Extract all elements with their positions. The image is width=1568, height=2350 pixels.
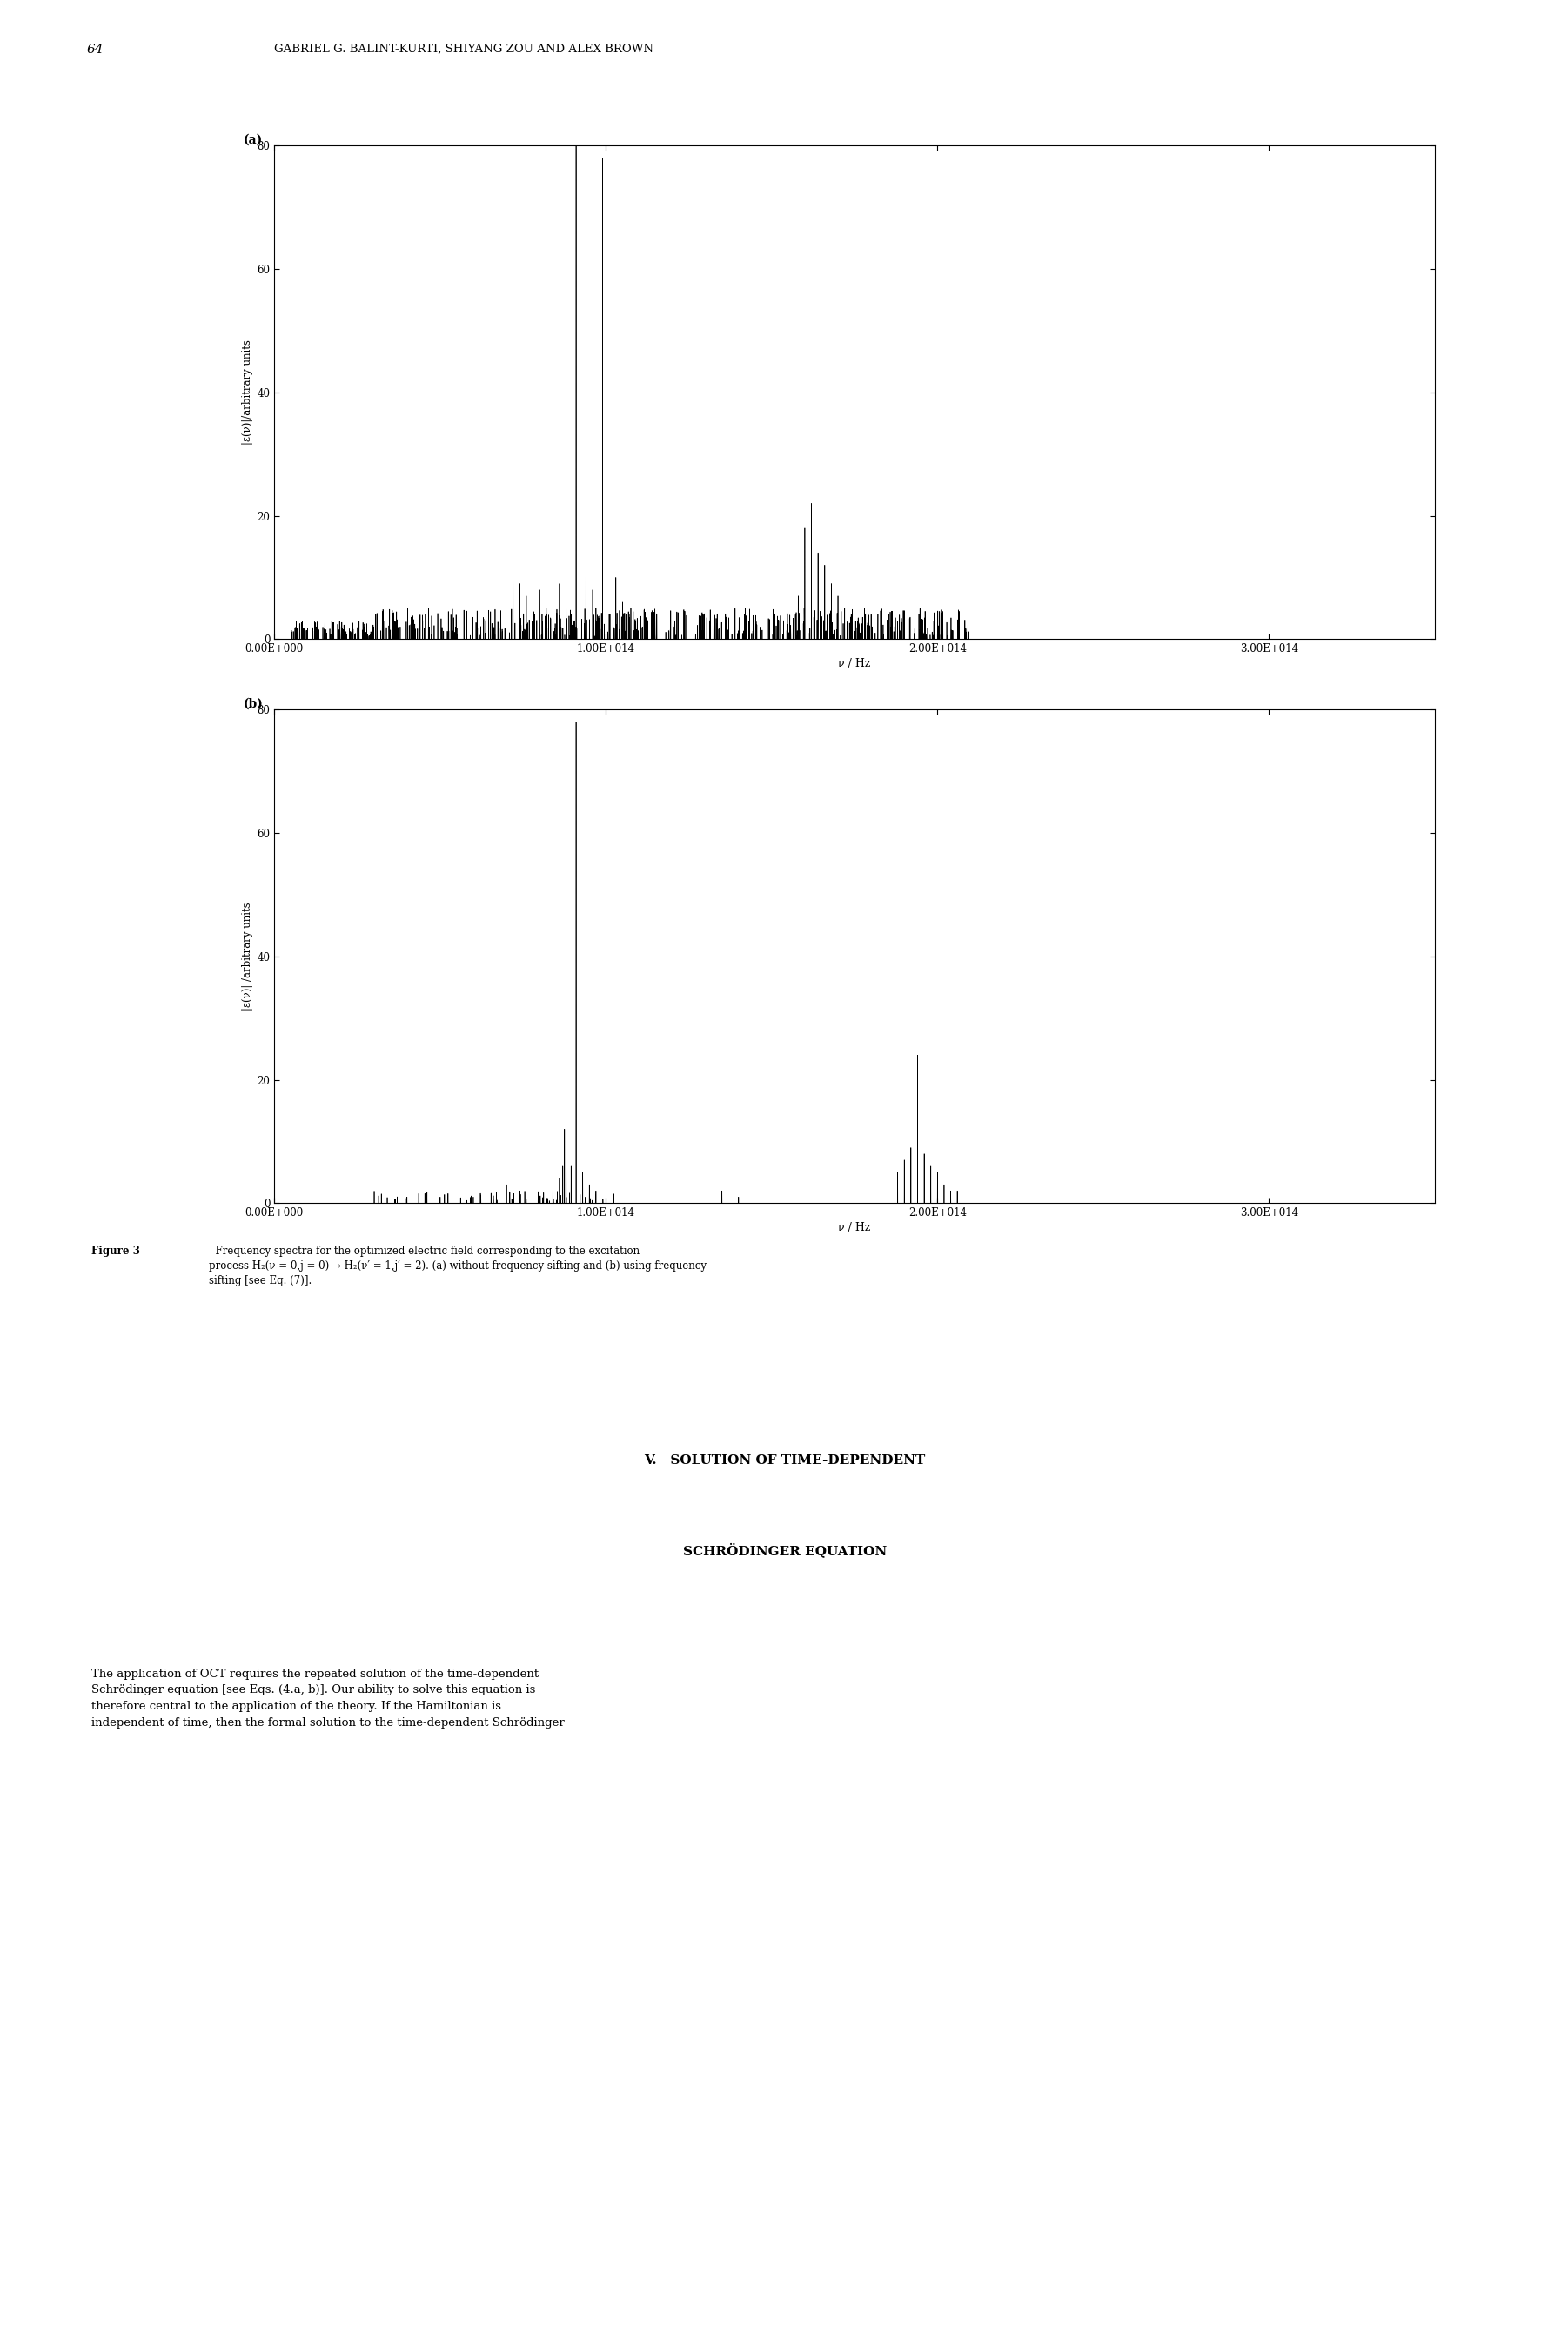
- Y-axis label: |ε(ν)| /arbitrary units: |ε(ν)| /arbitrary units: [241, 902, 254, 1010]
- Y-axis label: |ε(ν)|/arbitrary units: |ε(ν)|/arbitrary units: [241, 341, 254, 444]
- Text: 64: 64: [86, 42, 103, 56]
- X-axis label: ν / Hz: ν / Hz: [839, 658, 870, 670]
- Text: SCHRÖDINGER EQUATION: SCHRÖDINGER EQUATION: [684, 1542, 886, 1558]
- Text: Figure 3: Figure 3: [91, 1246, 140, 1257]
- Text: GABRIEL G. BALINT-KURTI, SHIYANG ZOU AND ALEX BROWN: GABRIEL G. BALINT-KURTI, SHIYANG ZOU AND…: [274, 45, 654, 54]
- Text: V.   SOLUTION OF TIME-DEPENDENT: V. SOLUTION OF TIME-DEPENDENT: [644, 1455, 925, 1466]
- X-axis label: ν / Hz: ν / Hz: [839, 1222, 870, 1234]
- Text: (a): (a): [243, 134, 262, 146]
- Text: Frequency spectra for the optimized electric field corresponding to the excitati: Frequency spectra for the optimized elec…: [209, 1246, 707, 1285]
- Text: (b): (b): [243, 698, 263, 710]
- Text: The application of OCT requires the repeated solution of the time-dependent
Schr: The application of OCT requires the repe…: [91, 1668, 564, 1727]
